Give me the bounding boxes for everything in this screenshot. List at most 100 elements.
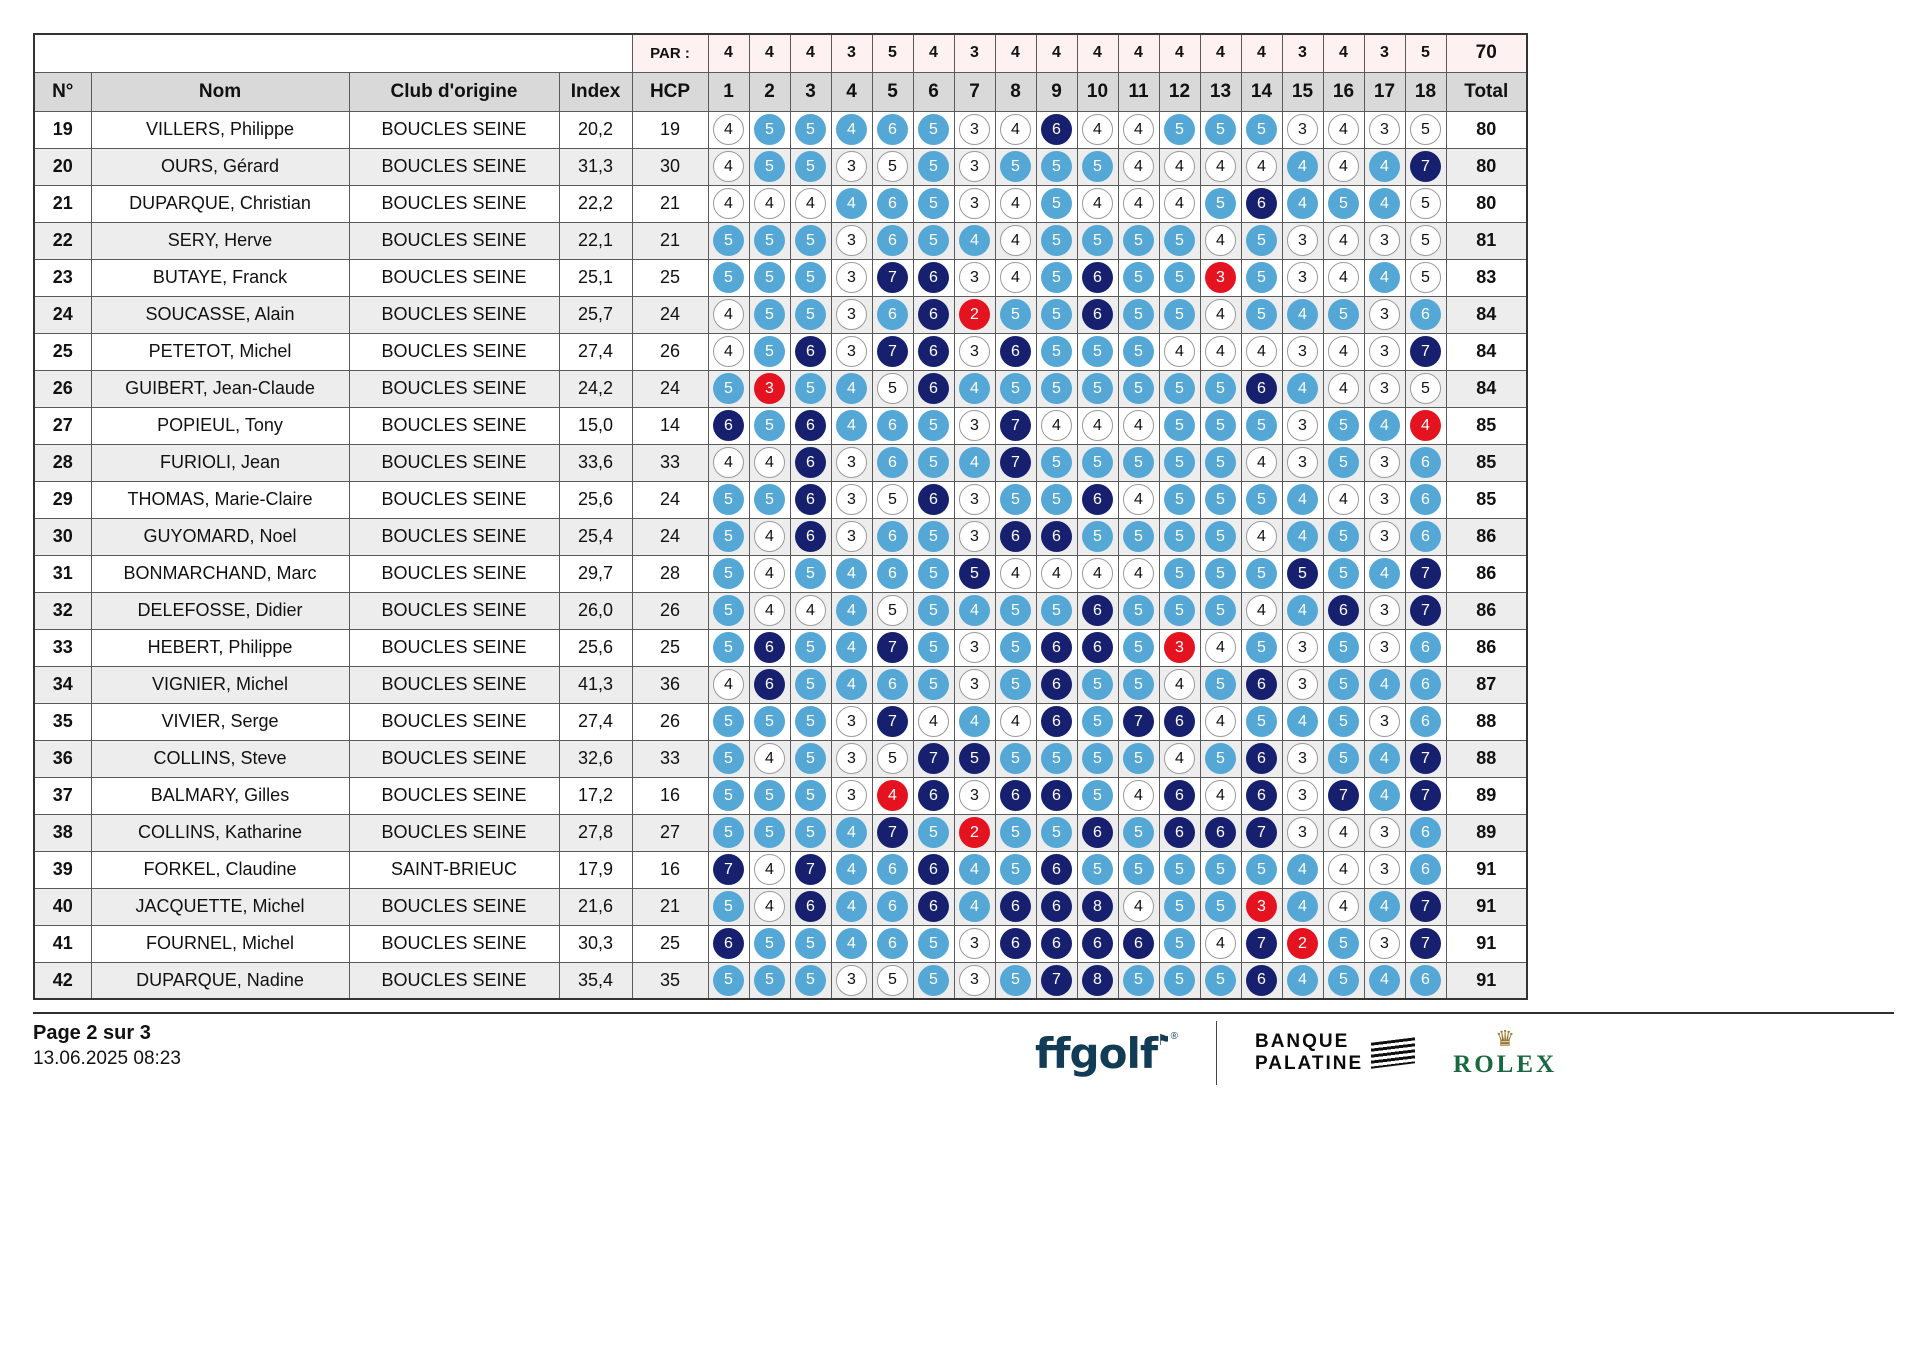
player-name: COLLINS, Steve bbox=[90, 739, 350, 778]
hole-score-cell: 4 bbox=[1076, 110, 1119, 149]
score-circle: 6 bbox=[1246, 669, 1277, 700]
score-circle: 6 bbox=[1041, 891, 1072, 922]
hole-score-cell: 5 bbox=[789, 739, 832, 778]
hole-score-cell: 5 bbox=[1199, 110, 1242, 149]
score-circle: 5 bbox=[754, 336, 785, 367]
player-total: 88 bbox=[1445, 702, 1528, 741]
par-hole-8: 4 bbox=[994, 33, 1037, 73]
score-circle: 3 bbox=[836, 151, 867, 182]
hole-score-cell: 6 bbox=[1240, 665, 1283, 704]
hole-score-cell: 5 bbox=[1199, 554, 1242, 593]
player-index: 25,4 bbox=[558, 517, 633, 556]
hole-score-cell: 5 bbox=[789, 221, 832, 260]
score-circle: 4 bbox=[877, 780, 908, 811]
score-circle: 4 bbox=[1369, 964, 1400, 996]
column-header: 4 bbox=[830, 71, 873, 112]
score-circle: 5 bbox=[1328, 632, 1359, 663]
score-circle: 7 bbox=[1246, 817, 1277, 848]
hole-score-cell: 3 bbox=[1281, 739, 1324, 778]
score-circle: 4 bbox=[1164, 743, 1195, 774]
score-circle: 4 bbox=[1041, 410, 1072, 441]
score-circle: 6 bbox=[918, 484, 949, 515]
player-name: OURS, Gérard bbox=[90, 147, 350, 186]
score-circle: 5 bbox=[1205, 447, 1236, 478]
score-circle: 6 bbox=[1205, 817, 1236, 848]
score-circle: 5 bbox=[1164, 373, 1195, 404]
score-circle: 5 bbox=[1164, 854, 1195, 885]
player-total: 91 bbox=[1445, 850, 1528, 889]
hole-score-cell: 5 bbox=[1322, 665, 1365, 704]
score-circle: 5 bbox=[754, 299, 785, 330]
score-circle: 6 bbox=[754, 632, 785, 663]
column-header: 5 bbox=[871, 71, 914, 112]
hole-score-cell: 3 bbox=[1158, 628, 1201, 667]
hole-score-cell: 6 bbox=[912, 480, 955, 519]
score-circle: 3 bbox=[959, 410, 990, 441]
par-hole-12: 4 bbox=[1158, 33, 1201, 73]
player-hcp: 25 bbox=[631, 258, 709, 297]
score-circle: 6 bbox=[795, 521, 826, 552]
score-circle: 4 bbox=[713, 336, 744, 367]
player-club: BOUCLES SEINE bbox=[348, 924, 560, 963]
player-hcp: 16 bbox=[631, 850, 709, 889]
hole-score-cell: 6 bbox=[1035, 665, 1078, 704]
hole-score-cell: 5 bbox=[871, 147, 914, 186]
player-club: BOUCLES SEINE bbox=[348, 702, 560, 741]
hole-score-cell: 4 bbox=[1199, 776, 1242, 815]
score-circle: 7 bbox=[1410, 743, 1441, 774]
hole-score-cell: 6 bbox=[871, 406, 914, 445]
hole-score-cell: 4 bbox=[1322, 258, 1365, 297]
score-circle: 6 bbox=[1082, 299, 1113, 330]
hole-score-cell: 4 bbox=[1199, 221, 1242, 260]
hole-score-cell: 5 bbox=[994, 665, 1037, 704]
hole-score-cell: 5 bbox=[1117, 369, 1160, 408]
sponsor-logos: ffgolf ⚑® BANQUE PALATINE ♛ ROLEX bbox=[1035, 1018, 1557, 1088]
hole-score-cell: 5 bbox=[1322, 924, 1365, 963]
hole-score-cell: 5 bbox=[1076, 443, 1119, 482]
score-circle: 5 bbox=[1328, 928, 1359, 959]
score-circle: 4 bbox=[959, 854, 990, 885]
score-circle: 4 bbox=[754, 595, 785, 626]
hole-score-cell: 6 bbox=[707, 924, 750, 963]
player-hcp: 14 bbox=[631, 406, 709, 445]
hole-score-cell: 5 bbox=[1035, 221, 1078, 260]
score-circle: 2 bbox=[959, 817, 990, 848]
hole-score-cell: 4 bbox=[1363, 739, 1406, 778]
score-circle: 4 bbox=[836, 188, 867, 219]
score-circle: 5 bbox=[877, 484, 908, 515]
player-row: 40 JACQUETTE, Michel BOUCLES SEINE 21,6 21 5 4… bbox=[33, 887, 1528, 926]
score-circle: 6 bbox=[1246, 188, 1277, 219]
column-header: 15 bbox=[1281, 71, 1324, 112]
player-name: VIVIER, Serge bbox=[90, 702, 350, 741]
score-circle: 4 bbox=[1287, 373, 1318, 404]
score-circle: 4 bbox=[959, 706, 990, 737]
hole-score-cell: 4 bbox=[1322, 887, 1365, 926]
rolex-logo: ♛ ROLEX bbox=[1453, 1027, 1557, 1079]
hole-score-cell: 3 bbox=[1240, 887, 1283, 926]
score-circle: 5 bbox=[1410, 114, 1441, 145]
player-name: SOUCASSE, Alain bbox=[90, 295, 350, 334]
score-circle: 7 bbox=[713, 854, 744, 885]
score-circle: 5 bbox=[1082, 336, 1113, 367]
player-hcp: 35 bbox=[631, 961, 709, 1000]
hole-score-cell: 4 bbox=[994, 702, 1037, 741]
hole-score-cell: 3 bbox=[1363, 110, 1406, 149]
player-total: 86 bbox=[1445, 554, 1528, 593]
hole-score-cell: 5 bbox=[1117, 961, 1160, 1000]
score-circle: 5 bbox=[1000, 669, 1031, 700]
hole-score-cell: 5 bbox=[748, 702, 791, 741]
hole-score-cell: 5 bbox=[871, 480, 914, 519]
score-circle: 3 bbox=[1164, 632, 1195, 663]
column-header: 12 bbox=[1158, 71, 1201, 112]
score-circle: 4 bbox=[836, 928, 867, 959]
hole-score-cell: 6 bbox=[1158, 813, 1201, 852]
score-circle: 6 bbox=[1000, 780, 1031, 811]
player-number: 20 bbox=[33, 147, 92, 186]
score-circle: 4 bbox=[836, 373, 867, 404]
score-circle: 4 bbox=[1369, 558, 1400, 589]
hole-score-cell: 2 bbox=[953, 295, 996, 334]
score-circle: 7 bbox=[1410, 336, 1441, 367]
hole-score-cell: 4 bbox=[1281, 480, 1324, 519]
column-header: Nom bbox=[90, 71, 350, 112]
